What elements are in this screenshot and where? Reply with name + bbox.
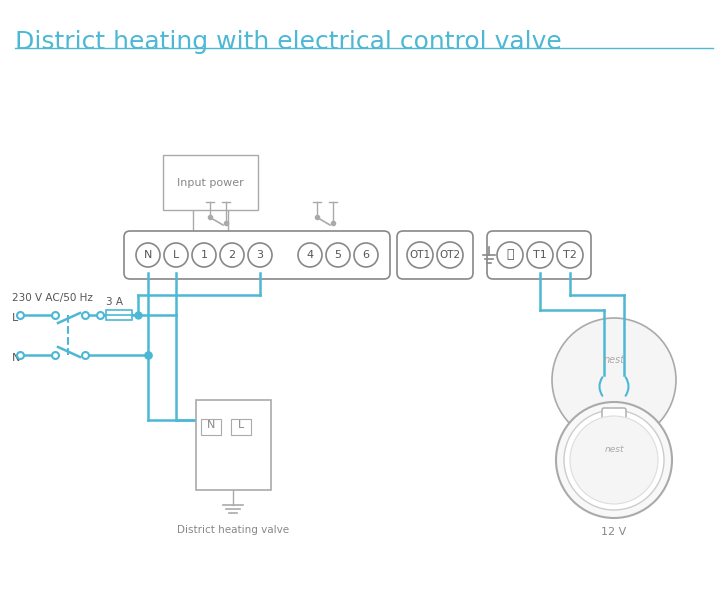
Circle shape bbox=[437, 242, 463, 268]
Circle shape bbox=[552, 318, 676, 442]
Text: L: L bbox=[173, 250, 179, 260]
Text: District heating with electrical control valve: District heating with electrical control… bbox=[15, 30, 562, 54]
Text: 12 V: 12 V bbox=[601, 527, 627, 537]
Text: 2: 2 bbox=[229, 250, 236, 260]
Circle shape bbox=[164, 243, 188, 267]
Circle shape bbox=[557, 242, 583, 268]
FancyBboxPatch shape bbox=[397, 231, 473, 279]
Text: 3: 3 bbox=[256, 250, 264, 260]
Text: nest: nest bbox=[604, 355, 625, 365]
Text: L: L bbox=[12, 313, 18, 323]
Text: 3 A: 3 A bbox=[106, 297, 124, 307]
FancyBboxPatch shape bbox=[602, 408, 626, 424]
Text: OT2: OT2 bbox=[440, 250, 461, 260]
Text: T1: T1 bbox=[533, 250, 547, 260]
Text: 5: 5 bbox=[334, 250, 341, 260]
Text: Input power: Input power bbox=[177, 178, 244, 188]
FancyBboxPatch shape bbox=[124, 231, 390, 279]
Circle shape bbox=[497, 242, 523, 268]
FancyBboxPatch shape bbox=[106, 310, 132, 320]
FancyBboxPatch shape bbox=[163, 155, 258, 210]
Text: 4: 4 bbox=[306, 250, 314, 260]
Circle shape bbox=[564, 410, 664, 510]
Circle shape bbox=[192, 243, 216, 267]
Circle shape bbox=[136, 243, 160, 267]
Text: L: L bbox=[238, 420, 244, 430]
Circle shape bbox=[407, 242, 433, 268]
Circle shape bbox=[248, 243, 272, 267]
Circle shape bbox=[326, 243, 350, 267]
Text: N: N bbox=[207, 420, 215, 430]
FancyBboxPatch shape bbox=[487, 231, 591, 279]
Text: T2: T2 bbox=[563, 250, 577, 260]
Circle shape bbox=[527, 242, 553, 268]
Text: 230 V AC/50 Hz: 230 V AC/50 Hz bbox=[12, 293, 93, 303]
Text: nest: nest bbox=[604, 446, 624, 454]
Circle shape bbox=[570, 416, 658, 504]
Text: 6: 6 bbox=[363, 250, 370, 260]
Circle shape bbox=[298, 243, 322, 267]
Circle shape bbox=[220, 243, 244, 267]
Text: N: N bbox=[144, 250, 152, 260]
Text: District heating valve: District heating valve bbox=[178, 525, 290, 535]
Text: OT1: OT1 bbox=[409, 250, 430, 260]
Text: 1: 1 bbox=[200, 250, 207, 260]
FancyBboxPatch shape bbox=[201, 419, 221, 435]
Circle shape bbox=[556, 402, 672, 518]
FancyBboxPatch shape bbox=[231, 419, 251, 435]
FancyBboxPatch shape bbox=[196, 400, 271, 490]
Text: N: N bbox=[12, 353, 20, 363]
Circle shape bbox=[354, 243, 378, 267]
Text: ⏚: ⏚ bbox=[506, 248, 514, 261]
